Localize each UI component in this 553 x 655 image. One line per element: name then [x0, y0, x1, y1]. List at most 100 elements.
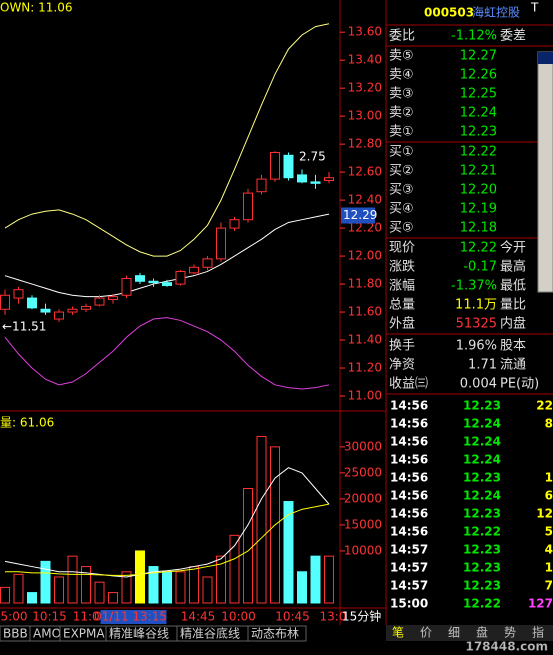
quote-label: 今开 [500, 240, 526, 256]
volume-bar [283, 501, 294, 604]
trade-time: 14:56 [390, 471, 428, 485]
chart-legend: OWN: 11.06 [0, 1, 73, 15]
y-tick-label: 11.80 [348, 277, 382, 291]
quote-label: 外盘 [389, 316, 415, 332]
side-tab[interactable]: 笔 [392, 625, 404, 640]
trade-price: 12.24 [463, 417, 501, 431]
quote-label: 涨幅 [389, 279, 415, 294]
quote-label: 现价 [389, 241, 415, 256]
candle-body [13, 289, 24, 299]
x-tick-label: 11:00 [73, 610, 108, 624]
candle-body [135, 275, 145, 282]
volume-bar [216, 555, 226, 604]
volume-average [5, 503, 330, 576]
indicator-tab-label: BBB [3, 627, 28, 641]
trade-time: 14:57 [390, 579, 428, 593]
y-tick-label: 11.40 [348, 333, 382, 347]
y-tick-label: 30000 [344, 439, 382, 453]
indicator-tab-label: 动态布林 [251, 627, 299, 641]
quote-value: 0.004 [460, 377, 497, 392]
trade-volume: 12 [536, 507, 553, 521]
quote-label: 净资 [389, 358, 415, 373]
y-tick-label: 15000 [344, 517, 382, 531]
y-tick-label: 13.40 [348, 53, 382, 67]
quote-label: 买③ [389, 183, 414, 198]
volume-bar [310, 555, 321, 604]
quote-value: 12.18 [460, 221, 497, 236]
y-tick-label: 13.60 [348, 25, 382, 39]
candle-body [256, 178, 267, 193]
candle-body [54, 311, 64, 320]
high-note: 2.75 [299, 150, 326, 164]
quote-label: 卖③ [389, 87, 414, 102]
candle-body [94, 297, 105, 306]
side-tab[interactable]: 细 [448, 626, 460, 640]
side-tab[interactable]: 价 [420, 626, 432, 640]
quote-value: 12.27 [460, 49, 497, 64]
quote-label: 内盘 [500, 316, 526, 332]
trade-volume: 127 [528, 597, 553, 611]
candle-body [148, 280, 159, 284]
y-tick-label: 12.60 [348, 165, 382, 179]
y-tick-label: 10000 [344, 543, 382, 557]
quote-value: 12.19 [460, 202, 497, 217]
quote-value: -0.17 [463, 260, 497, 275]
volume-bar [229, 534, 240, 604]
stock-name: 海虹控股 [472, 5, 520, 20]
quote-value: 12.25 [460, 87, 497, 102]
quote-label: 卖② [389, 106, 414, 121]
indicator-tab-label: 精准谷底线 [180, 626, 240, 641]
quote-label: 流通 [500, 358, 526, 373]
side-tab[interactable]: 盘 [476, 625, 488, 640]
current-price: 12.29 [343, 208, 377, 222]
indicator-tab[interactable] [247, 625, 307, 642]
y-tick-label: 12.80 [348, 137, 382, 151]
candle-body [270, 152, 280, 180]
x-tick-label: 5:00 [1, 610, 28, 624]
candle-body [67, 308, 78, 313]
y-tick-label: 13.00 [348, 109, 382, 123]
trade-price: 12.22 [463, 525, 501, 539]
volume-bar [162, 571, 172, 604]
quote-label: 买④ [389, 202, 414, 217]
candle-body [283, 154, 294, 179]
candle-body [310, 181, 321, 184]
x-tick-label: 10:15 [32, 610, 67, 624]
trade-volume: 8 [545, 417, 553, 431]
cursor-time-box [100, 610, 167, 624]
candle-body [27, 297, 37, 309]
volume-bar [121, 571, 132, 604]
quote-label: 量比 [500, 298, 526, 313]
trade-time: 14:57 [390, 543, 428, 557]
trade-time: 14:56 [390, 399, 428, 413]
candle-body [121, 277, 132, 296]
side-tab[interactable]: 指 [532, 625, 544, 640]
trade-time: 14:56 [390, 453, 428, 467]
quote-value: 12.21 [460, 164, 497, 179]
trade-price: 12.22 [463, 597, 501, 611]
trade-time: 14:56 [390, 435, 428, 449]
trade-volume: 1 [545, 561, 553, 575]
candle-body [81, 305, 91, 310]
candle-body [324, 177, 334, 182]
trade-time: 15:00 [390, 597, 428, 611]
quote-label: 最低 [500, 279, 526, 294]
volume-bar [256, 435, 267, 604]
y-tick-label: 13.20 [348, 81, 382, 95]
trade-price: 12.23 [463, 399, 501, 413]
candle-body [0, 294, 10, 310]
watermark: 178448.com [465, 640, 548, 654]
current-price-box [341, 207, 375, 224]
stock-badge: T [530, 1, 539, 15]
quote-value: 11.1万 [455, 298, 497, 313]
quote-label: 换手 [389, 339, 415, 354]
quote-value: 12.23 [460, 125, 497, 140]
period: 15分钟 [342, 609, 381, 624]
trade-time: 14:56 [390, 417, 428, 431]
side-tab[interactable]: 势 [504, 626, 516, 640]
quote-label: 委差 [500, 29, 526, 44]
quote-value: -1.12% [451, 29, 497, 44]
candle-body [189, 266, 199, 274]
quote-label: 最高 [500, 259, 526, 275]
